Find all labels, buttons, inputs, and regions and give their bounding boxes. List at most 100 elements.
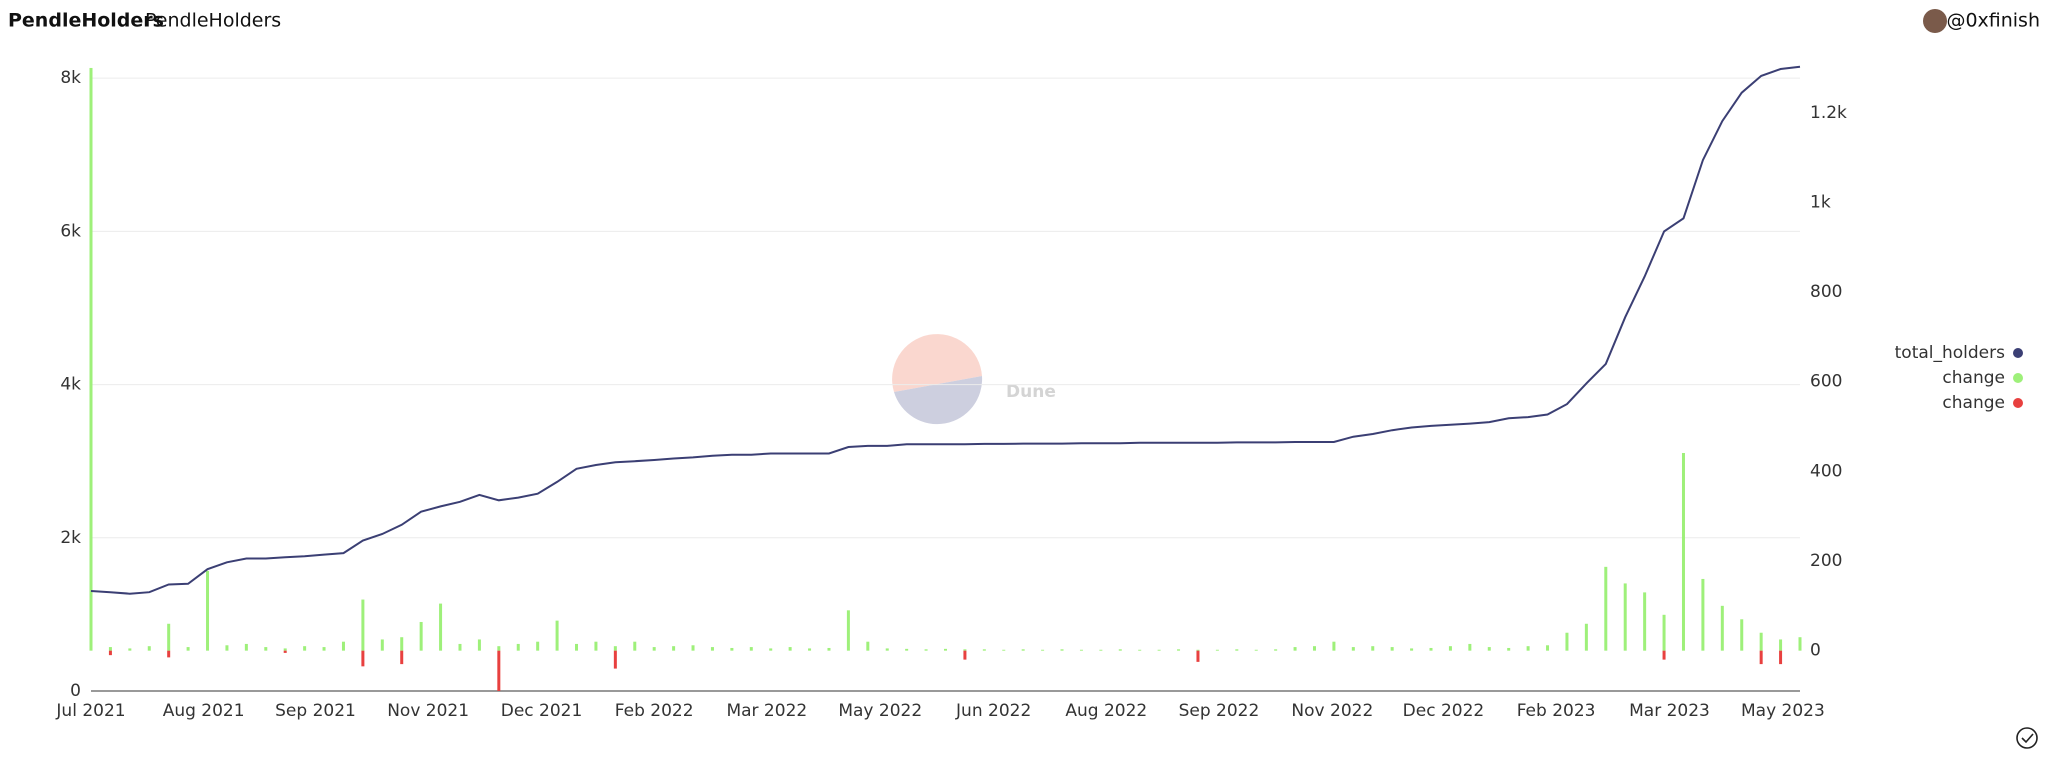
- bar: [905, 648, 909, 651]
- bar: [89, 67, 93, 651]
- bar: [1565, 632, 1569, 651]
- x-tick-label: Dec 2022: [1403, 701, 1485, 721]
- bar: [108, 647, 112, 651]
- bar: [108, 650, 112, 656]
- bar: [769, 648, 773, 651]
- bar: [1079, 649, 1083, 651]
- status-icon[interactable]: [2016, 727, 2038, 749]
- legend-label: total_holders: [1895, 343, 2006, 363]
- bar: [1410, 648, 1414, 651]
- bar: [1118, 649, 1122, 651]
- legend-label: change: [1942, 368, 2005, 388]
- legend-swatch: [2013, 398, 2023, 408]
- x-tick-label: Sep 2022: [1179, 701, 1260, 721]
- bar: [244, 643, 248, 651]
- x-tick-label: Mar 2022: [726, 701, 807, 721]
- bar: [1390, 647, 1394, 651]
- y-tick-label: 0: [70, 681, 81, 701]
- watermark: Dune: [892, 334, 1056, 425]
- bar: [1701, 578, 1705, 651]
- bar: [1293, 647, 1297, 651]
- bar: [186, 647, 190, 651]
- bar: [458, 643, 462, 651]
- bar: [1798, 637, 1802, 651]
- x-tick-label: Dec 2021: [501, 701, 583, 721]
- bar: [1312, 646, 1316, 651]
- bar: [1779, 639, 1783, 651]
- bar: [944, 648, 947, 651]
- bar: [1254, 649, 1258, 651]
- bar: [1002, 649, 1006, 651]
- bar: [322, 647, 326, 651]
- bar: [1507, 647, 1511, 651]
- bar: [1235, 649, 1239, 651]
- x-tick-label: May 2023: [1741, 701, 1825, 721]
- bar: [167, 623, 171, 651]
- bar: [341, 641, 345, 651]
- x-tick-label: May 2022: [838, 701, 922, 721]
- y2-tick-label: 200: [1810, 551, 1842, 571]
- bar: [128, 648, 132, 651]
- bar: [1604, 566, 1608, 651]
- bar: [963, 649, 967, 651]
- bar: [672, 646, 676, 651]
- bar: [827, 647, 831, 651]
- bar: [536, 641, 540, 651]
- bar: [613, 650, 617, 669]
- bar: [516, 643, 520, 651]
- bar: [1779, 650, 1783, 665]
- query-title: PendleHolders: [8, 10, 164, 32]
- x-tick-label: Aug 2022: [1065, 701, 1147, 721]
- bar: [613, 646, 617, 651]
- bar: [303, 646, 307, 651]
- y2-tick-label: 0: [1810, 641, 1821, 661]
- y2-tick-label: 800: [1810, 282, 1842, 302]
- visualization-title: PendleHolders: [145, 10, 281, 32]
- bar: [1623, 583, 1627, 651]
- bar: [1448, 646, 1452, 651]
- bar: [1759, 650, 1763, 665]
- bar: [206, 570, 210, 651]
- author-avatar[interactable]: [1923, 9, 1947, 33]
- bar: [361, 599, 365, 651]
- bar: [710, 647, 714, 651]
- y-tick-label: 2k: [60, 528, 81, 548]
- bar: [1157, 649, 1161, 651]
- legend-label: change: [1942, 393, 2005, 413]
- x-tick-label: Jul 2021: [55, 701, 125, 721]
- x-tick-label: Feb 2022: [615, 701, 694, 721]
- bar: [808, 648, 812, 651]
- bar: [1487, 647, 1491, 651]
- bar: [866, 641, 870, 651]
- bar: [1099, 649, 1103, 651]
- x-tick-label: Nov 2022: [1291, 701, 1373, 721]
- watermark-text: Dune: [1006, 382, 1056, 402]
- bar: [1351, 647, 1355, 651]
- bar: [283, 648, 287, 651]
- y-tick-label: 4k: [60, 375, 81, 395]
- x-tick-label: Mar 2023: [1629, 701, 1710, 721]
- bar: [788, 647, 792, 651]
- bar: [264, 647, 268, 651]
- bar: [575, 643, 579, 651]
- bar: [691, 645, 695, 651]
- bar: [594, 641, 598, 651]
- bar: [1584, 623, 1588, 651]
- bar: [497, 646, 501, 651]
- bar: [1215, 649, 1219, 651]
- bar: [1138, 649, 1142, 651]
- x-tick-label: Sep 2021: [275, 701, 356, 721]
- bar: [1371, 646, 1375, 651]
- x-tick-label: Aug 2021: [163, 701, 245, 721]
- bar: [1196, 650, 1200, 662]
- author-name[interactable]: @0xfinish: [1946, 10, 2040, 32]
- bar: [380, 639, 384, 651]
- y2-tick-label: 1.2k: [1810, 103, 1847, 123]
- bar: [963, 650, 967, 660]
- y-tick-label: 6k: [60, 221, 81, 241]
- bar: [477, 639, 481, 651]
- bar: [1468, 643, 1472, 651]
- bar: [1060, 649, 1064, 651]
- bar: [555, 620, 559, 651]
